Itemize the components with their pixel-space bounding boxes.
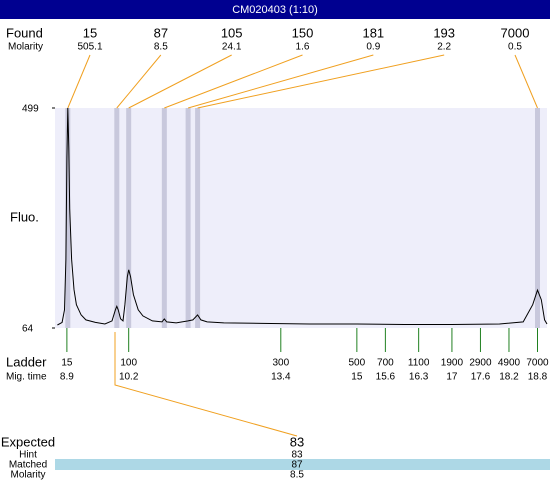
ladder-size: 100 — [120, 358, 137, 369]
ladder-size: 15 — [61, 358, 73, 369]
peak-band — [195, 108, 201, 328]
ladder-time: 17.6 — [471, 372, 491, 383]
peak-link — [128, 54, 232, 109]
ladder-size: 2900 — [469, 358, 492, 369]
ladder-size: 4900 — [498, 358, 521, 369]
peak-band — [114, 108, 120, 328]
expected-row-value: 83 — [290, 434, 304, 449]
header-bar — [0, 0, 550, 19]
expected-row-value: 83 — [291, 450, 303, 461]
found-molarity: 0.9 — [366, 42, 380, 53]
found-size: 150 — [292, 25, 314, 40]
found-size: 193 — [433, 25, 455, 40]
ladder-size: 1100 — [408, 358, 430, 369]
ladder-time: 13.4 — [271, 372, 291, 383]
peak-link — [514, 54, 538, 109]
peak-band — [161, 108, 167, 328]
peak-link — [197, 54, 445, 109]
expected-link — [114, 332, 298, 437]
mig-time-label: Mig. time — [6, 372, 47, 383]
found-molarity: 2.2 — [437, 42, 451, 53]
ladder-time: 15.6 — [376, 372, 396, 383]
ladder-time: 10.2 — [119, 372, 139, 383]
ladder-size: 500 — [349, 358, 366, 369]
peak-band — [126, 108, 132, 328]
found-molarity: 8.5 — [154, 42, 168, 53]
expected-row-label: Matched — [9, 460, 47, 471]
peak-band — [185, 108, 191, 328]
ladder-time: 18.8 — [528, 372, 548, 383]
trace — [57, 107, 548, 326]
y-axis-label: Fluo. — [10, 209, 39, 224]
found-molarity: 0.5 — [508, 42, 522, 53]
expected-row-label: Hint — [19, 450, 37, 461]
found-size: 87 — [154, 25, 168, 40]
ladder-time: 17 — [446, 372, 458, 383]
ladder-size: 700 — [377, 358, 394, 369]
found-molarity: 24.1 — [222, 42, 242, 53]
expected-row-label: Expected — [1, 434, 55, 449]
y-tick-label: 499 — [22, 104, 39, 115]
expected-row-label: Molarity — [10, 470, 45, 480]
found-size: 181 — [362, 25, 384, 40]
found-size: 15 — [83, 25, 97, 40]
found-label: Found — [6, 25, 43, 40]
found-size: 7000 — [501, 25, 530, 40]
expected-row-value: 87 — [291, 460, 303, 471]
ladder-size: 7000 — [526, 358, 549, 369]
ladder-time: 15 — [351, 372, 363, 383]
plot-area — [55, 108, 547, 328]
peak-band — [534, 108, 540, 328]
header-title: CM020403 (1:10) — [232, 4, 318, 16]
peak-link — [164, 54, 303, 109]
ladder-size: 1900 — [441, 358, 464, 369]
peak-link — [67, 54, 91, 109]
found-size: 105 — [221, 25, 243, 40]
ladder-size: 300 — [272, 358, 289, 369]
found-molarity: 505.1 — [77, 42, 102, 53]
peak-band — [65, 108, 71, 328]
y-tick-label: 64 — [22, 324, 34, 335]
ladder-time: 16.3 — [409, 372, 429, 383]
ladder-label: Ladder — [6, 354, 47, 369]
ladder-time: 8.9 — [60, 372, 74, 383]
matched-highlight — [55, 459, 550, 470]
peak-link — [116, 54, 162, 109]
molarity-label: Molarity — [8, 42, 43, 53]
expected-row-value: 8.5 — [290, 470, 304, 480]
found-molarity: 1.6 — [296, 42, 310, 53]
ladder-time: 18.2 — [499, 372, 519, 383]
peak-link — [187, 54, 374, 109]
